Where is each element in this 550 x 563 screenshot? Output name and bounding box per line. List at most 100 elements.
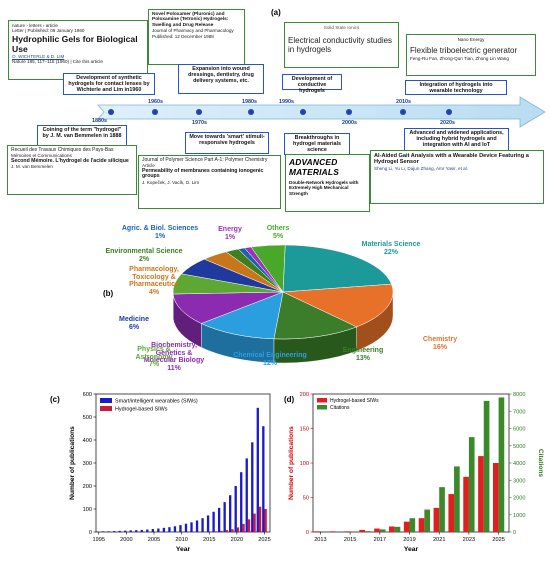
chart-c-bar-0-1998 bbox=[113, 531, 116, 532]
chart-c-bar-1-2022 bbox=[247, 519, 251, 532]
event-1990s-conductive: Development of conductive hydrogels bbox=[282, 74, 342, 94]
chart-c-bar-0-2016 bbox=[212, 511, 215, 532]
thumb-solid-state-ionics: Solid State Ionics Electrical conductivi… bbox=[284, 22, 399, 68]
chart-d-bar-pubs-2014 bbox=[329, 531, 336, 532]
chart-c-legend-swatch-0 bbox=[100, 398, 112, 403]
pie-label-chemical-engineering-name: Chemical Engineering bbox=[233, 352, 307, 359]
chart-d-xtick-label-2013: 2013 bbox=[314, 537, 326, 543]
chart-d-y2tick-label-1000: 1000 bbox=[513, 513, 525, 519]
chart-c-ytick-label-0: 0 bbox=[89, 530, 92, 536]
chart-d-bar-cites-2021 bbox=[439, 487, 445, 532]
novel-date: Published: 12 December 1988 bbox=[152, 33, 214, 39]
pie-label-others: Others 5% bbox=[260, 225, 296, 240]
timeline-dot-2010s bbox=[400, 109, 406, 115]
chart-d-ytick-label-0: 0 bbox=[306, 530, 309, 536]
chart-d-bar-pubs-2021 bbox=[433, 507, 440, 532]
chart-d-bar-pubs-2020 bbox=[418, 518, 425, 532]
timeline-dot-2020s bbox=[446, 109, 452, 115]
nano-journal: Nano Energy bbox=[457, 37, 485, 42]
nature-crumb: nature › letters › article bbox=[12, 23, 58, 28]
novel-journal: Journal of Pharmacy and Pharmacology bbox=[152, 28, 234, 34]
chart-c-ytick-label-500: 500 bbox=[83, 415, 92, 421]
chart-c-bar-0-1999 bbox=[118, 530, 121, 532]
pie-label-energy: Energy 1% bbox=[213, 226, 247, 241]
pie-chart bbox=[172, 244, 394, 364]
chart-d-bar-pubs-2019 bbox=[403, 521, 410, 532]
chart-c-xtick-label-2000: 2000 bbox=[120, 537, 132, 543]
chart-d-bar-pubs-2013 bbox=[314, 531, 321, 532]
chart-c-ytick-label-300: 300 bbox=[83, 461, 92, 467]
adv-journal: ADVANCED MATERIALS bbox=[289, 157, 340, 177]
chart-c-xtick-label-2020: 2020 bbox=[231, 537, 243, 543]
pie-label-physics-name: Physics & Astronomy bbox=[135, 346, 173, 361]
panel-c-label: (c) bbox=[50, 395, 60, 404]
chart-c-bar-0-1996 bbox=[101, 531, 105, 532]
pie-label-biochemistry-pct: 11% bbox=[167, 364, 181, 372]
recueil-authors: J. M. van Bemmelen bbox=[11, 164, 53, 170]
ai-title: AI-Aided Gait Analysis with a Wearable D… bbox=[374, 153, 529, 166]
chart-d-xtick-label-2021: 2021 bbox=[433, 537, 445, 543]
pie-label-chemistry-pct: 16% bbox=[432, 343, 447, 351]
pie-label-pharmacology-pct: 4% bbox=[148, 288, 160, 296]
chart-c-bar-1-2019 bbox=[231, 529, 234, 532]
chart-d-bar-pubs-2025 bbox=[492, 463, 499, 532]
chart-c-bar-0-2015 bbox=[206, 515, 210, 532]
chart-c-ytick-label-400: 400 bbox=[83, 438, 92, 444]
chart-d-bar-pubs-2024 bbox=[478, 456, 484, 532]
pie-slice-3 bbox=[200, 291, 284, 340]
chart-d-ytick-label-100: 100 bbox=[300, 461, 309, 467]
chart-d-y2tick-label-3000: 3000 bbox=[513, 478, 525, 484]
chart-c-bar-1-2023 bbox=[253, 513, 256, 532]
adv-title: Double-Network Hydrogels with Extremely … bbox=[289, 180, 359, 196]
chart-d-xtick-label-2019: 2019 bbox=[403, 537, 415, 543]
chart-d-bar-pubs-2016 bbox=[359, 529, 365, 532]
jps-journal: Journal of Polymer Science Part A-1: Pol… bbox=[142, 157, 268, 163]
pie-slice-2 bbox=[273, 291, 358, 340]
pie-label-agric-pct: 1% bbox=[154, 232, 166, 240]
chart-d-legend-label-0: Hydrogel-based SIWs bbox=[330, 398, 379, 404]
pie-label-pharmacology: Pharmacology, Toxicology & Pharmaceutics… bbox=[112, 266, 196, 296]
chart-c-bar-0-2010 bbox=[179, 525, 182, 532]
chart-d-bar-cites-2017 bbox=[379, 529, 386, 532]
chart-d-ytick-label-50: 50 bbox=[303, 496, 309, 502]
chart-c-bar-0-2024 bbox=[256, 407, 259, 532]
jps-authors: J. Kopeček, J. Vacík, D. Lim bbox=[142, 179, 200, 185]
chart-c-bar-0-1997 bbox=[107, 531, 110, 532]
chart-c-bar-1-2016 bbox=[214, 531, 218, 532]
chart-c-bar-0-2014 bbox=[201, 518, 204, 532]
panel-a-label: (a) bbox=[271, 8, 281, 17]
chart-c-xlabel: Year bbox=[176, 546, 191, 553]
chart-c-legend-label-0: Smart/intelligent wearables (SIWs) bbox=[115, 399, 198, 405]
thumb-nature-article: nature › letters › article Letter | Publ… bbox=[8, 20, 148, 80]
ai-authors: Sheng Li, Yu Li, Dajun Zhang, Amr Yasir,… bbox=[374, 165, 468, 171]
chart-c-bar-1-2024 bbox=[258, 506, 262, 532]
chart-d-y2tick-label-4000: 4000 bbox=[513, 461, 525, 467]
year-1990s: 1990s bbox=[279, 99, 294, 105]
event-2010s-wearable: Integration of hydrogels into wearable t… bbox=[405, 80, 507, 95]
chart-c-xtick-label-2010: 2010 bbox=[175, 537, 187, 543]
pie-label-environmental: Environmental Science 2% bbox=[104, 248, 184, 263]
event-2000s-breakthroughs: Breakthroughs in hydrogel materials scie… bbox=[284, 133, 350, 155]
pie-label-others-name: Others bbox=[266, 225, 290, 232]
chart-d-y2tick-label-7000: 7000 bbox=[513, 409, 525, 415]
thumb-jps: Journal of Polymer Science Part A-1: Pol… bbox=[138, 155, 281, 209]
chart-c-bar-0-2001 bbox=[129, 530, 132, 532]
chart-c-xtick-label-2015: 2015 bbox=[203, 537, 215, 543]
year-1960s: 1960s bbox=[148, 99, 163, 105]
chart-c-bar-0-2017 bbox=[217, 507, 221, 532]
pie-label-biochemistry-name: Biochemistry, Genetics & Molecular Biolo… bbox=[143, 342, 205, 365]
chart-d-bar-pubs-2023 bbox=[463, 476, 469, 532]
ssi-journal: Solid State Ionics bbox=[323, 25, 360, 30]
chart-c-bar-0-2020 bbox=[234, 486, 237, 532]
chart-c-bar-0-2021 bbox=[240, 472, 243, 532]
pie-slice-0 bbox=[282, 244, 392, 293]
chart-d-y2tick-label-2000: 2000 bbox=[513, 496, 525, 502]
thumb-ai-gait: AI-Aided Gait Analysis with a Wearable D… bbox=[370, 150, 544, 204]
chart-d-y2tick-label-0: 0 bbox=[513, 530, 516, 536]
ssi-title: Electrical conductivity studies in hydro… bbox=[288, 36, 393, 55]
chart-d-hydrogel-siws: 0501001502000100020003000400050006000700… bbox=[288, 392, 544, 553]
chart-d-y2label: Citations bbox=[537, 449, 544, 478]
pie-label-engineering-name: Engineering bbox=[342, 347, 384, 354]
pie-label-agric-name: Agric. & Biol. Sciences bbox=[121, 225, 199, 232]
chart-c-ylabel: Number of publications bbox=[69, 426, 76, 500]
